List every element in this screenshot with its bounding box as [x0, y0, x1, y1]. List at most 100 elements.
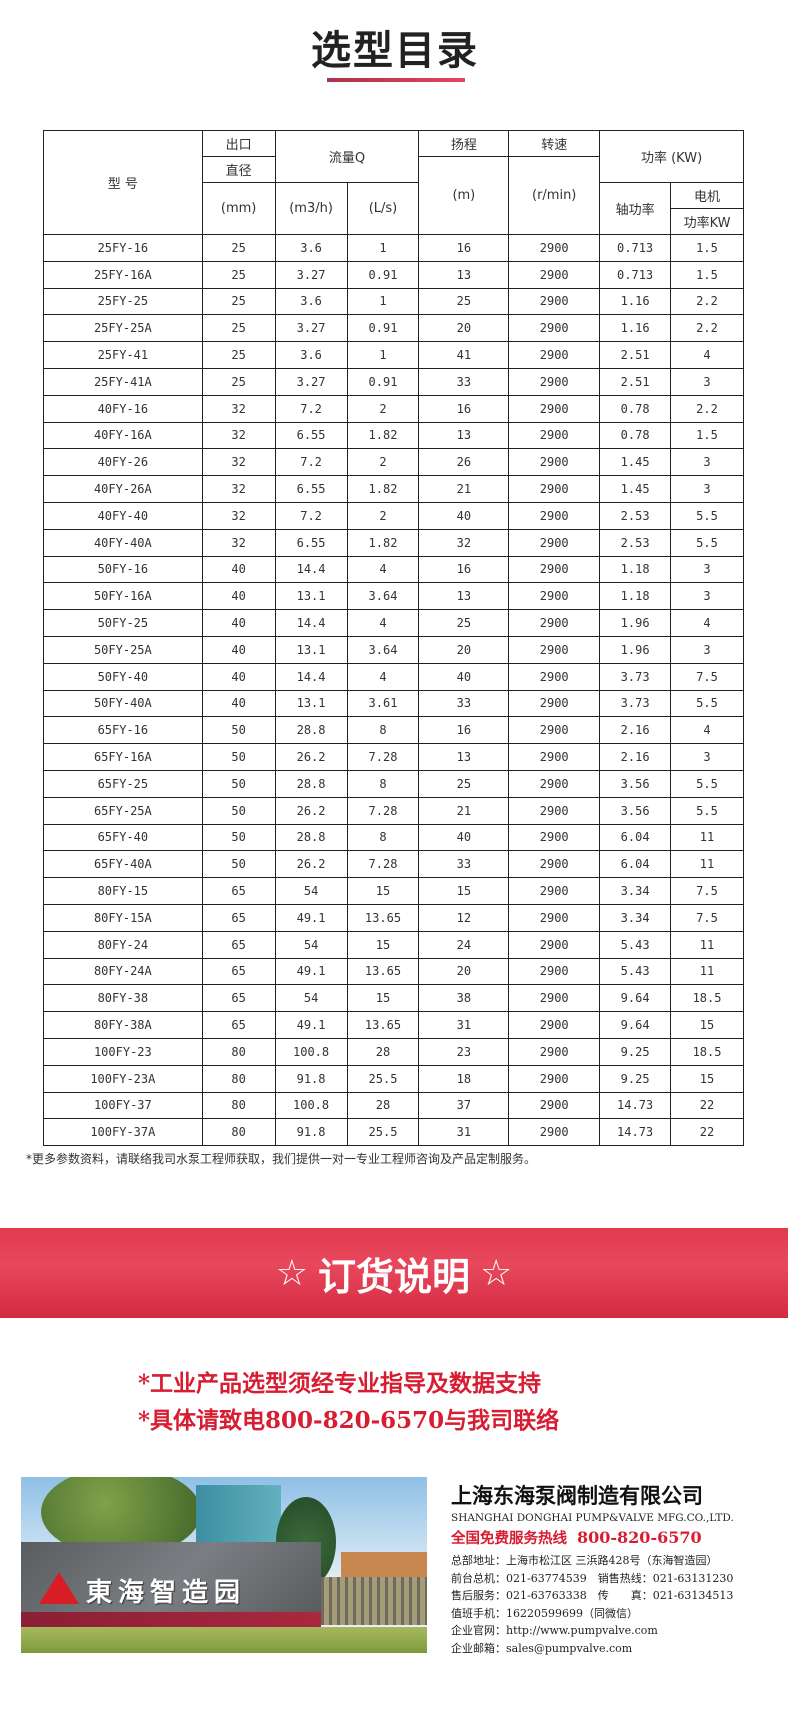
cell-head-m: 37 — [418, 1091, 510, 1120]
table-row: 40FY-26A 32 6.55 1.82 21 2900 1.45 3 — [43, 475, 744, 503]
cell-outlet-mm: 32 — [201, 421, 276, 450]
cell-flow-m3h: 6.55 — [274, 528, 348, 557]
cell-shaft-power: 2.16 — [599, 743, 672, 771]
table-row: 80FY-24 65 54 15 24 2900 5.43 11 — [43, 930, 744, 959]
cell-outlet-mm: 80 — [201, 1091, 276, 1120]
header-flow-ls: (L/s) — [346, 182, 420, 235]
cell-shaft-power: 1.45 — [599, 475, 672, 503]
cell-flow-ls: 0.91 — [346, 314, 420, 343]
table-row: 80FY-38 65 54 15 38 2900 9.64 18.5 — [43, 984, 744, 1013]
cell-flow-m3h: 54 — [274, 930, 348, 959]
cell-model: 40FY-16A — [43, 421, 203, 450]
cell-motor-power: 5.5 — [670, 796, 744, 825]
cell-flow-ls: 2 — [346, 501, 420, 530]
company-name-en: SHANGHAI DONGHAI PUMP&VALVE MFG.CO.,LTD. — [451, 1512, 734, 1524]
cell-motor-power: 3 — [670, 582, 744, 611]
cell-model: 50FY-25A — [43, 635, 203, 664]
table-row: 50FY-25 40 14.4 4 25 2900 1.96 4 — [43, 609, 744, 637]
cell-outlet-mm: 25 — [201, 367, 276, 396]
page-title: 选型目录 — [311, 28, 479, 74]
cell-head-m: 40 — [418, 501, 510, 530]
cell-shaft-power: 14.73 — [599, 1091, 672, 1120]
table-row: 100FY-37A 80 91.8 25.5 31 2900 14.73 22 — [43, 1118, 744, 1147]
cell-speed-rpm: 2900 — [508, 314, 601, 343]
info-website[interactable]: 企业官网：http://www.pumpvalve.com — [451, 1624, 658, 1638]
table-row: 40FY-40 32 7.2 2 40 2900 2.53 5.5 — [43, 501, 744, 530]
cell-outlet-mm: 80 — [201, 1064, 276, 1093]
cell-motor-power: 3 — [670, 743, 744, 771]
order-banner: ☆ 订货说明 ☆ — [0, 1228, 788, 1318]
cell-flow-ls: 7.28 — [346, 850, 420, 879]
cell-speed-rpm: 2900 — [508, 287, 601, 316]
cell-flow-m3h: 7.2 — [274, 501, 348, 530]
cell-head-m: 16 — [418, 716, 510, 745]
cell-shaft-power: 3.73 — [599, 689, 672, 718]
hotline-number[interactable]: 800-820-6570 — [577, 1528, 702, 1547]
cell-motor-power: 1.5 — [670, 234, 744, 262]
selection-table: 型 号 出口 流量Q 扬程 转速 功率 (KW) 直径 (m) (r/min) … — [43, 130, 744, 1147]
cell-speed-rpm: 2900 — [508, 984, 601, 1013]
cell-model: 50FY-25 — [43, 609, 203, 637]
cell-shaft-power: 3.73 — [599, 662, 672, 691]
cell-flow-ls: 1 — [346, 234, 420, 262]
cell-shaft-power: 5.43 — [599, 930, 672, 959]
table-row: 40FY-26 32 7.2 2 26 2900 1.45 3 — [43, 448, 744, 477]
cell-shaft-power: 9.64 — [599, 1011, 672, 1039]
header-head-unit: (m) — [418, 156, 510, 235]
cell-motor-power: 4 — [670, 716, 744, 745]
cell-outlet-mm: 25 — [201, 234, 276, 262]
cell-model: 40FY-40 — [43, 501, 203, 530]
cell-speed-rpm: 2900 — [508, 662, 601, 691]
cell-speed-rpm: 2900 — [508, 367, 601, 396]
cell-speed-rpm: 2900 — [508, 1037, 601, 1066]
cell-flow-m3h: 3.27 — [274, 260, 348, 289]
cell-flow-m3h: 7.2 — [274, 448, 348, 477]
header-motor-power: 功率KW — [670, 208, 744, 235]
cell-head-m: 31 — [418, 1011, 510, 1039]
cell-flow-ls: 8 — [346, 769, 420, 798]
cell-flow-ls: 2 — [346, 394, 420, 423]
cell-head-m: 32 — [418, 528, 510, 557]
cell-flow-ls: 3.64 — [346, 635, 420, 664]
table-row: 100FY-23 80 100.8 28 23 2900 9.25 18.5 — [43, 1037, 744, 1066]
table-row: 50FY-16 40 14.4 4 16 2900 1.18 3 — [43, 555, 744, 584]
cell-speed-rpm: 2900 — [508, 582, 601, 611]
cell-head-m: 13 — [418, 582, 510, 611]
cell-model: 80FY-24A — [43, 957, 203, 986]
cell-outlet-mm: 40 — [201, 689, 276, 718]
cell-outlet-mm: 40 — [201, 662, 276, 691]
cell-shaft-power: 3.34 — [599, 903, 672, 932]
cell-model: 100FY-37 — [43, 1091, 203, 1120]
cell-motor-power: 4 — [670, 341, 744, 369]
cell-head-m: 25 — [418, 769, 510, 798]
cell-flow-ls: 8 — [346, 823, 420, 852]
table-row: 25FY-41A 25 3.27 0.91 33 2900 2.51 3 — [43, 367, 744, 396]
cell-model: 50FY-40A — [43, 689, 203, 718]
cell-outlet-mm: 50 — [201, 850, 276, 879]
cell-flow-ls: 13.65 — [346, 957, 420, 986]
cell-flow-m3h: 49.1 — [274, 1011, 348, 1039]
cell-head-m: 12 — [418, 903, 510, 932]
cell-head-m: 31 — [418, 1118, 510, 1147]
info-email[interactable]: 企业邮箱：sales@pumpvalve.com — [451, 1641, 633, 1655]
cell-motor-power: 2.2 — [670, 314, 744, 343]
cell-motor-power: 2.2 — [670, 287, 744, 316]
info-mobile: 值班手机：16220599699（同微信） — [451, 1606, 638, 1620]
cell-outlet-mm: 40 — [201, 555, 276, 584]
cell-outlet-mm: 25 — [201, 314, 276, 343]
cell-flow-ls: 1.82 — [346, 421, 420, 450]
cell-head-m: 16 — [418, 555, 510, 584]
cell-head-m: 40 — [418, 662, 510, 691]
cell-flow-m3h: 100.8 — [274, 1091, 348, 1120]
header-diameter: 直径 — [201, 156, 276, 183]
cell-outlet-mm: 50 — [201, 796, 276, 825]
cell-outlet-mm: 40 — [201, 582, 276, 611]
cell-model: 25FY-16A — [43, 260, 203, 289]
cell-motor-power: 7.5 — [670, 877, 744, 905]
cell-speed-rpm: 2900 — [508, 957, 601, 986]
cell-shaft-power: 3.34 — [599, 877, 672, 905]
cell-motor-power: 4 — [670, 609, 744, 637]
cell-shaft-power: 2.53 — [599, 528, 672, 557]
cell-model: 25FY-25 — [43, 287, 203, 316]
cell-flow-ls: 4 — [346, 555, 420, 584]
